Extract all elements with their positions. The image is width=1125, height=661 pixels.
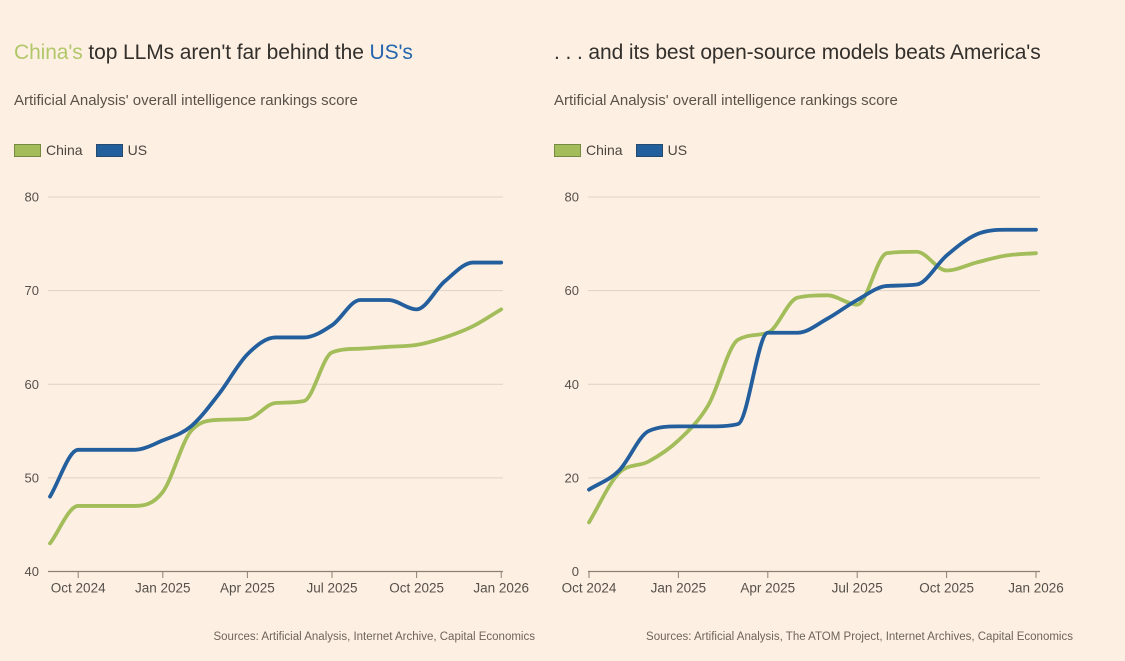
legend: China US — [554, 142, 687, 158]
legend-item-china: China — [554, 142, 623, 158]
y-axis-tick-label: 0 — [572, 564, 579, 579]
legend-label: US — [667, 142, 688, 158]
chart-title-part: . . . and its best open-source models be… — [554, 41, 1041, 64]
legend-label: China — [46, 142, 83, 158]
chart-title: China's top LLMs aren't far behind the U… — [14, 41, 413, 65]
legend-swatch-china — [554, 143, 581, 157]
y-axis-tick-label: 80 — [565, 190, 579, 205]
x-axis-tick-label: Jan 2026 — [1008, 581, 1064, 596]
x-axis-tick-label: Jul 2025 — [832, 581, 883, 596]
chart-title-part: China's — [14, 41, 89, 64]
series-line-china — [587, 249, 1038, 525]
x-axis-tick-label: Oct 2025 — [919, 581, 974, 596]
y-axis-labels: 0 20 40 60 80 — [565, 190, 579, 580]
source-note: Sources: Artificial Analysis, Internet A… — [213, 631, 535, 643]
x-axis-tick-label: Jan 2025 — [135, 581, 191, 596]
x-axis-tick-label: Oct 2025 — [389, 581, 444, 596]
y-axis-tick-label: 80 — [25, 190, 39, 205]
legend-swatch-us — [635, 143, 663, 157]
x-axis-tick-label: Oct 2024 — [562, 581, 617, 596]
grid-lines — [48, 196, 503, 573]
x-axis-tick-label: Apr 2025 — [740, 581, 795, 596]
legend-item-china: China — [14, 142, 83, 158]
legend-label: US — [127, 142, 148, 158]
legend-swatch-china — [14, 143, 41, 157]
chart-title: . . . and its best open-source models be… — [554, 41, 1041, 65]
legend: China US — [14, 142, 147, 158]
y-axis-tick-label: 70 — [25, 283, 39, 298]
y-axis-tick-label: 40 — [25, 564, 39, 579]
x-axis-tick-label: Apr 2025 — [220, 581, 275, 596]
chart-subtitle: Artificial Analysis' overall intelligenc… — [14, 92, 358, 109]
series-line-china — [48, 307, 504, 546]
line-chart-left: 40 50 60 70 80 Oct 2024 Jan 2025 Apr 2025 Jul 20… — [25, 190, 529, 596]
x-axis-tick-label: Jan 2026 — [473, 581, 529, 596]
legend-label: China — [586, 142, 623, 158]
source-note: Sources: Artificial Analysis, The ATOM P… — [646, 631, 1073, 643]
line-chart-right: 0 20 40 60 80 Oct 2024 Jan 2025 Apr 2025 Jul 202… — [562, 190, 1064, 596]
x-axis-tick-label: Oct 2024 — [51, 581, 106, 596]
x-axis: Oct 2024 Jan 2025 Apr 2025 Jul 2025 Oct 2025… — [562, 571, 1064, 596]
y-axis-tick-label: 60 — [565, 283, 579, 298]
chart-title-part: US's — [369, 41, 413, 64]
y-axis-tick-label: 40 — [565, 377, 579, 392]
grid-lines — [588, 196, 1040, 573]
y-axis-tick-label: 60 — [25, 377, 39, 392]
y-axis-tick-label: 50 — [25, 470, 39, 485]
chart-title-part: top LLMs aren't far behind the — [88, 41, 370, 64]
x-axis-tick-label: Jan 2025 — [651, 581, 707, 596]
x-axis-tick-label: Jul 2025 — [306, 581, 357, 596]
y-axis-tick-label: 20 — [565, 470, 579, 485]
x-axis: Oct 2024 Jan 2025 Apr 2025 Jul 2025 Oct 2025… — [51, 571, 529, 596]
legend-item-us: US — [635, 142, 688, 158]
y-axis-labels: 40 50 60 70 80 — [25, 190, 39, 580]
series-line-us — [48, 260, 504, 499]
legend-swatch-us — [95, 143, 123, 157]
chart-subtitle: Artificial Analysis' overall intelligenc… — [554, 92, 898, 109]
series-line-us — [587, 227, 1038, 492]
legend-item-us: US — [95, 142, 148, 158]
